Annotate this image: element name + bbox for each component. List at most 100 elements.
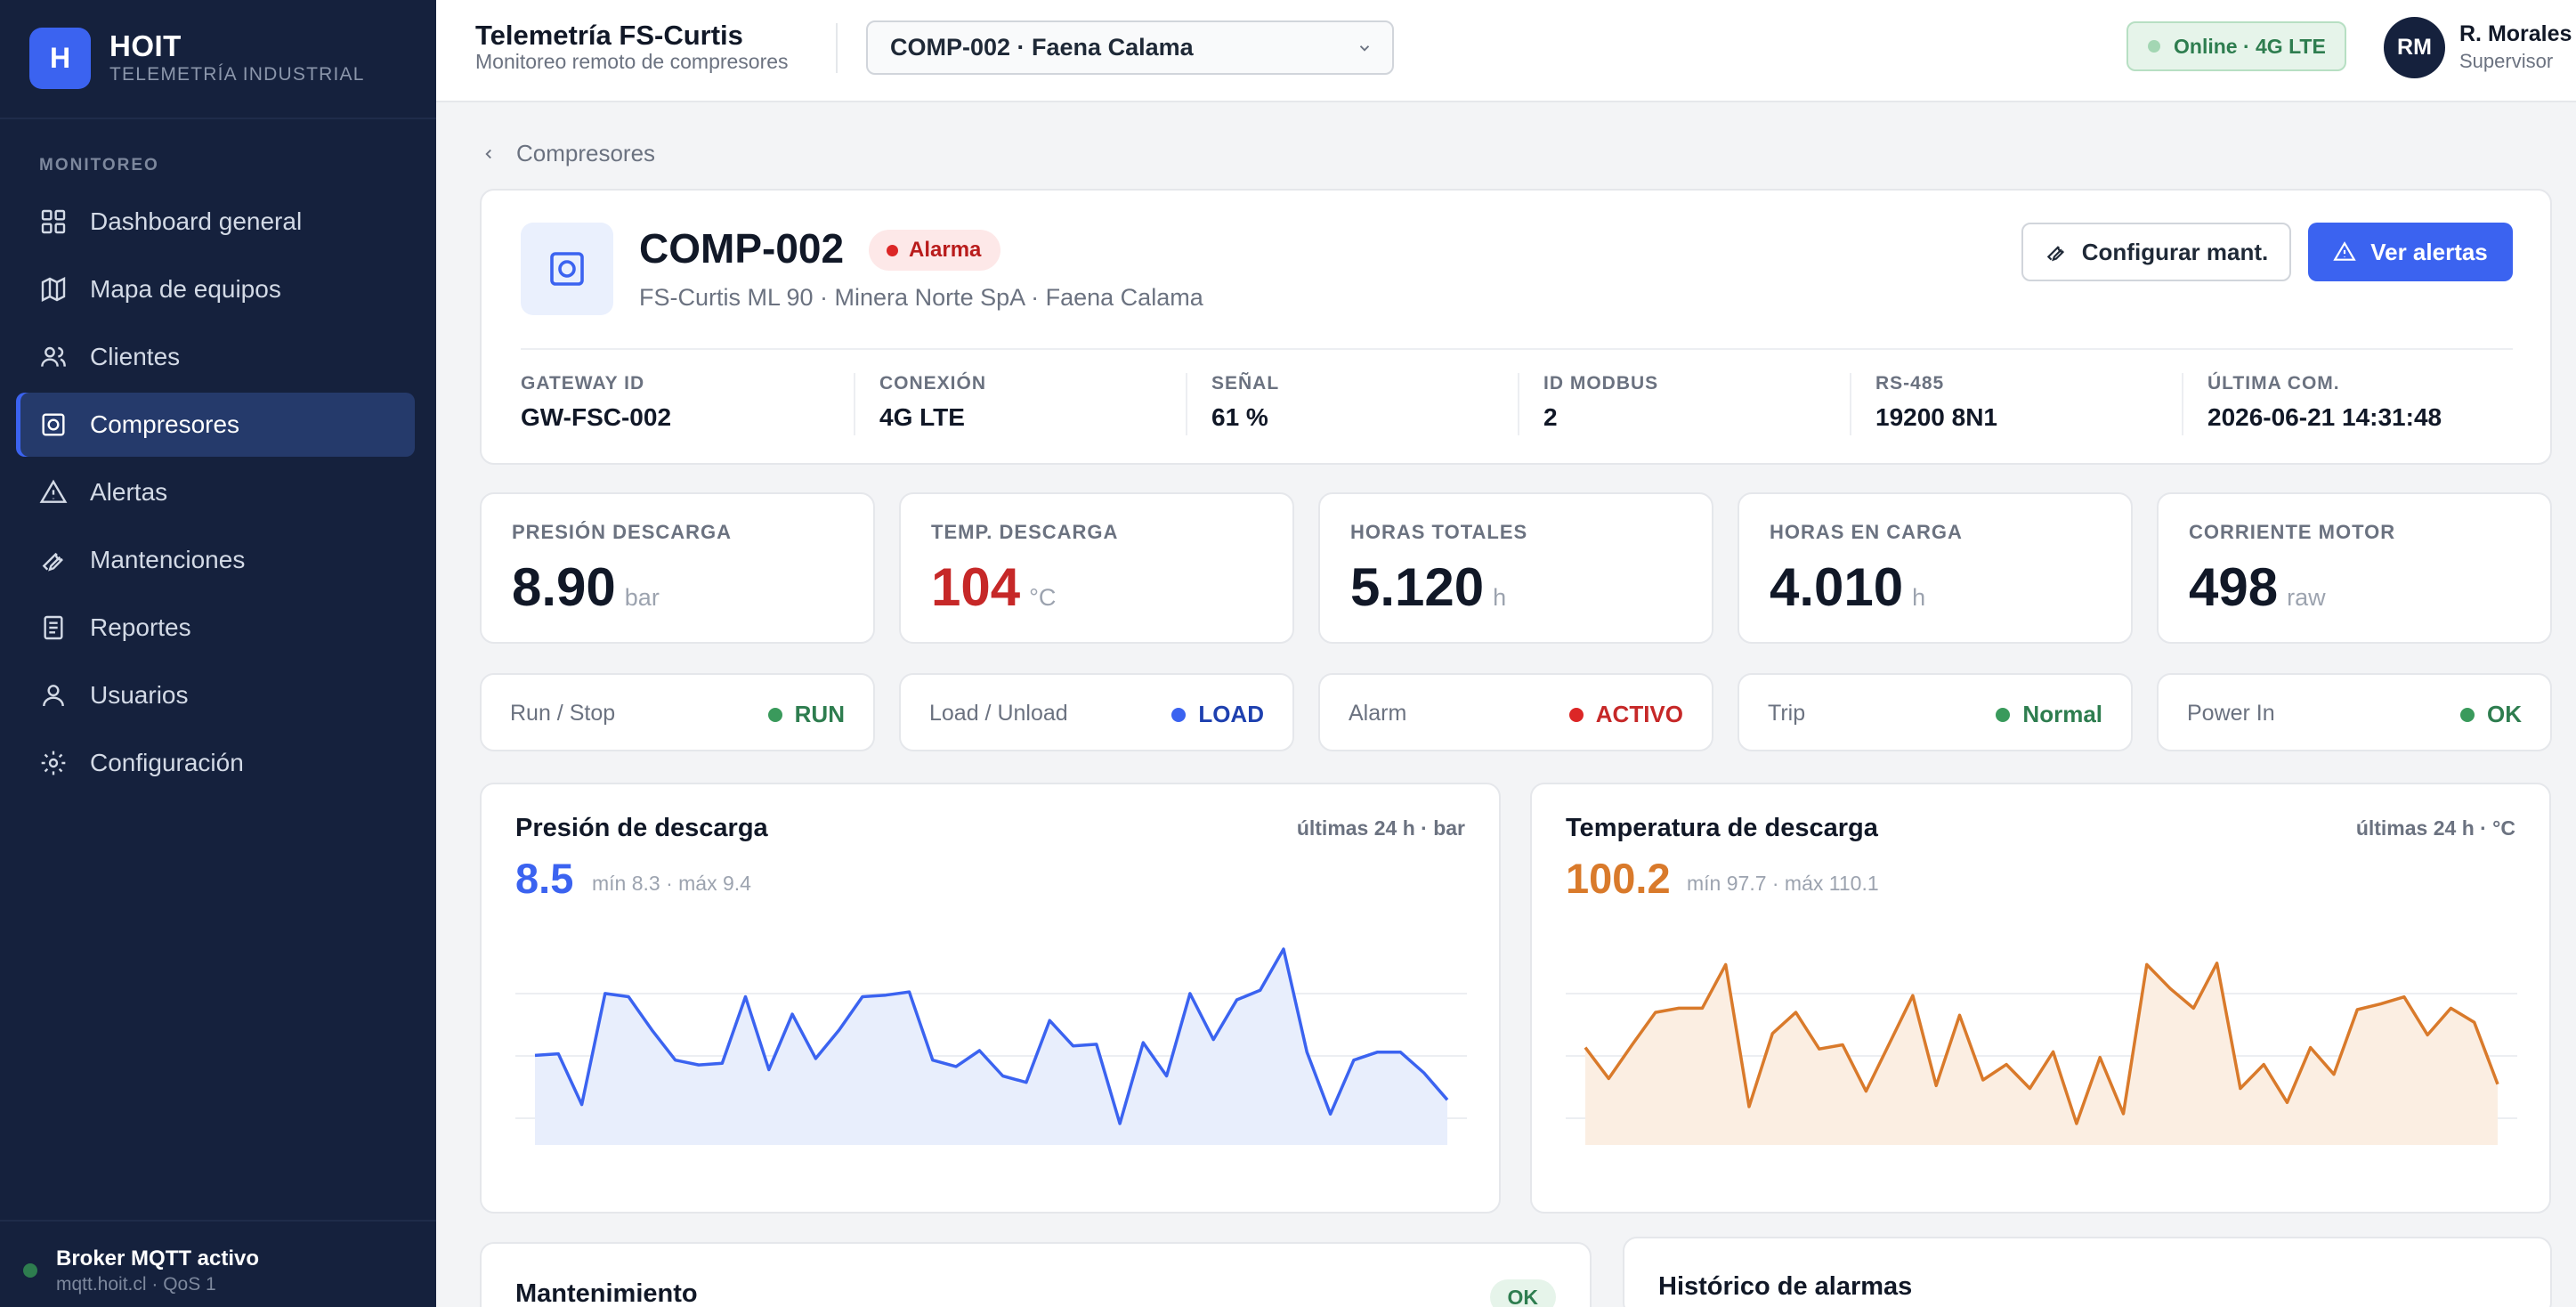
signal-dot bbox=[767, 707, 782, 722]
spec-value: 61 % bbox=[1211, 403, 1268, 431]
chart-minmax: mín 8.3 · máx 9.4 bbox=[592, 872, 751, 895]
chevron-left-icon bbox=[485, 149, 491, 158]
chart-current-value: 8.5 bbox=[515, 855, 574, 902]
breadcrumb[interactable]: Compresores bbox=[481, 140, 655, 167]
spec-label: RS-485 bbox=[1875, 373, 1945, 394]
spec-value: 2 bbox=[1543, 403, 1558, 431]
user-name[interactable]: R. Morales bbox=[2459, 21, 2572, 46]
signal-label: Run / Stop bbox=[510, 701, 616, 726]
spec-divider bbox=[1850, 373, 1851, 435]
warning-icon bbox=[2333, 241, 2356, 261]
spec-divider bbox=[854, 373, 855, 435]
kpi-label: HORAS EN CARGA bbox=[1770, 521, 1963, 543]
kpi-label: TEMP. DESCARGA bbox=[931, 521, 1119, 543]
equipment-title: COMP-002 bbox=[639, 225, 845, 272]
sidebar-item-alertas[interactable]: Alertas bbox=[16, 460, 415, 524]
sidebar-item-configuracion[interactable]: Configuración bbox=[16, 731, 415, 795]
broker-status-dot bbox=[23, 1263, 37, 1278]
chart-range: últimas 24 h · bar bbox=[1296, 816, 1465, 840]
kpi-unit: h bbox=[1912, 584, 1926, 611]
sidebar-item-label: Mapa de equipos bbox=[90, 275, 281, 303]
signal-dot bbox=[1996, 707, 2011, 722]
status-badge-label: Alarma bbox=[909, 238, 982, 262]
status-badge-dot bbox=[887, 244, 898, 256]
chart-range: últimas 24 h · °C bbox=[2355, 816, 2515, 840]
spec-rs485: RS-485 19200 8N1 bbox=[1875, 373, 1997, 435]
topbar: Telemetría FS-Curtis Monitoreo remoto de… bbox=[436, 0, 2576, 102]
user-role: Supervisor bbox=[2459, 50, 2554, 72]
compressor-icon bbox=[521, 223, 613, 315]
sidebar-item-dashboard[interactable]: Dashboard general bbox=[16, 190, 415, 254]
kpi-unit: °C bbox=[1029, 584, 1057, 611]
signal-load-unload: Load / Unload LOAD bbox=[899, 673, 1294, 751]
sidebar-item-label: Mantenciones bbox=[90, 546, 246, 573]
signal-value-text: LOAD bbox=[1198, 701, 1264, 727]
spec-divider bbox=[1186, 373, 1187, 435]
kpi-value: 4.010 bbox=[1770, 557, 1904, 617]
configure-maintenance-button[interactable]: Configurar mant. bbox=[2021, 223, 2291, 281]
sidebar-item-mapa[interactable]: Mapa de equipos bbox=[16, 257, 415, 321]
chart-area-fill bbox=[1585, 962, 2498, 1145]
spec-senal: SEÑAL 61 % bbox=[1211, 373, 1279, 435]
kpi-value: 498 bbox=[2189, 557, 2279, 617]
spec-last-comm: ÚLTIMA COM. 2026-06-21 14:31:48 bbox=[2207, 373, 2442, 435]
equipment-select[interactable]: COMP-002 · Faena Calama bbox=[866, 20, 1394, 75]
sidebar-item-label: Compresores bbox=[90, 410, 240, 438]
signal-dot bbox=[2460, 707, 2475, 722]
chart-presion-card: Presión de descarga últimas 24 h · bar 8… bbox=[480, 783, 1501, 1214]
report-icon bbox=[44, 615, 63, 640]
spec-value: GW-FSC-002 bbox=[521, 403, 672, 431]
kpi-horas-carga: HORAS EN CARGA 4.010 h bbox=[1738, 492, 2133, 644]
spec-gateway: GATEWAY ID GW-FSC-002 bbox=[521, 373, 671, 435]
sidebar-item-compresores[interactable]: Compresores bbox=[16, 393, 415, 457]
users-icon bbox=[41, 346, 66, 367]
signal-value-text: Normal bbox=[2022, 701, 2102, 727]
user-icon bbox=[43, 685, 64, 707]
view-alerts-button[interactable]: Ver alertas bbox=[2308, 223, 2513, 281]
brand-logo: H bbox=[29, 28, 91, 89]
brand-subtitle: TELEMETRÍA INDUSTRIAL bbox=[109, 64, 365, 85]
kpi-label: CORRIENTE MOTOR bbox=[2189, 521, 2396, 543]
wrench-icon bbox=[42, 552, 63, 572]
sidebar-item-mantenciones[interactable]: Mantenciones bbox=[16, 528, 415, 592]
sidebar-item-clientes[interactable]: Clientes bbox=[16, 325, 415, 389]
signal-value-text: RUN bbox=[794, 701, 845, 727]
kpi-presion: PRESIÓN DESCARGA 8.90 bar bbox=[480, 492, 875, 644]
signal-label: Alarm bbox=[1349, 701, 1407, 726]
maintenance-card: Mantenimiento OK bbox=[480, 1242, 1592, 1307]
spec-value: 2026-06-21 14:31:48 bbox=[2207, 403, 2442, 431]
signal-dot bbox=[1171, 707, 1187, 722]
spec-divider bbox=[2182, 373, 2183, 435]
kpi-value: 8.90 bbox=[512, 557, 616, 617]
chart-current-value: 100.2 bbox=[1566, 855, 1671, 902]
sidebar-item-label: Usuarios bbox=[90, 681, 189, 709]
avatar[interactable]: RM bbox=[2384, 17, 2445, 78]
spec-label: ID MODBUS bbox=[1543, 373, 1659, 394]
chart-area-fill bbox=[535, 949, 1447, 1145]
sidebar-item-label: Clientes bbox=[90, 343, 181, 370]
signal-label: Trip bbox=[1768, 701, 1806, 726]
signal-value-text: ACTIVO bbox=[1595, 701, 1683, 727]
kpi-temperatura: TEMP. DESCARGA 104 °C bbox=[899, 492, 1294, 644]
signal-run-stop: Run / Stop RUN bbox=[480, 673, 875, 751]
brand[interactable]: H HOIT TELEMETRÍA INDUSTRIAL bbox=[29, 28, 365, 89]
sidebar-item-label: Dashboard general bbox=[90, 207, 303, 235]
spec-divider bbox=[1518, 373, 1519, 435]
equipment-header-card: COMP-002 Alarma FS-Curtis ML 90 · Minera… bbox=[480, 189, 2552, 465]
signal-value-text: OK bbox=[2487, 701, 2522, 727]
chart-title: Temperatura de descarga bbox=[1566, 814, 1878, 842]
chart-series-line bbox=[534, 947, 1449, 1125]
broker-status: Broker MQTT activo mqtt.hoit.cl · QoS 1 bbox=[0, 1220, 436, 1307]
kpi-value: 104 bbox=[931, 557, 1021, 617]
spec-value: 4G LTE bbox=[879, 403, 965, 431]
sidebar-item-reportes[interactable]: Reportes bbox=[16, 596, 415, 660]
alarm-history-card: Histórico de alarmas bbox=[1623, 1237, 2552, 1307]
kpi-value-row: 104 °C bbox=[931, 556, 1056, 618]
pressure-chart bbox=[515, 947, 1467, 1145]
settings-icon bbox=[41, 751, 66, 775]
sidebar-item-usuarios[interactable]: Usuarios bbox=[16, 663, 415, 727]
app-subtitle: Monitoreo remoto de compresores bbox=[475, 50, 789, 73]
breadcrumb-parent[interactable]: Compresores bbox=[516, 140, 656, 166]
broker-host: mqtt.hoit.cl · QoS 1 bbox=[56, 1274, 216, 1295]
view-alerts-label: Ver alertas bbox=[2370, 238, 2488, 265]
